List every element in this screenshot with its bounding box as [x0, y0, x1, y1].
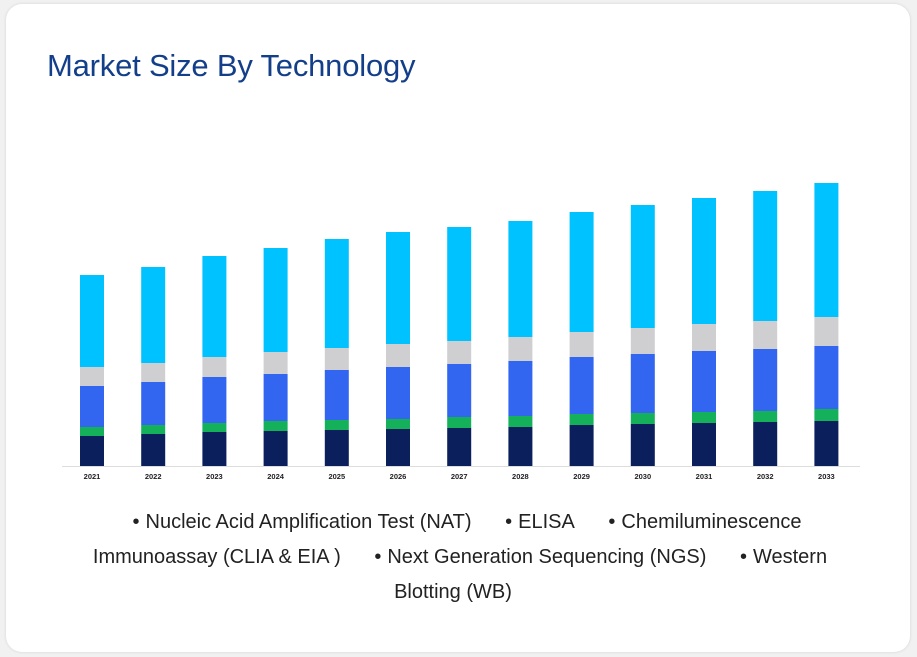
- bullet-icon: •: [739, 546, 747, 568]
- bar-segment-2030-1: [630, 413, 655, 424]
- bar-segment-2025-3: [324, 348, 349, 370]
- bar-segment-2021-3: [80, 367, 104, 386]
- bar-segment-2029-2: [569, 357, 594, 414]
- legend-label: Next Generation Sequencing (NGS): [387, 546, 707, 568]
- bar-segment-2033-3: [814, 317, 839, 346]
- bar-segment-2029-3: [569, 332, 594, 357]
- bar-segment-2031-2: [692, 351, 716, 412]
- x-tick-label: 2028: [512, 472, 529, 481]
- legend: • Nucleic Acid Amplification Test (NAT) •…: [60, 505, 860, 610]
- bullet-icon: •: [132, 511, 140, 533]
- legend-item: • ELISA: [505, 511, 575, 533]
- x-tick-label: 2029: [573, 472, 590, 481]
- bar-segment-2024-3: [263, 352, 288, 374]
- x-tick-labels: 2021 2022 2023 2024 2025 2026 2027 2028 2029 2030…: [84, 472, 835, 481]
- bar-segment-2027-2: [447, 364, 472, 417]
- bar-segment-2021-1: [80, 427, 104, 436]
- bar-segment-2026-0: [386, 429, 410, 466]
- bar-segment-2031-3: [692, 324, 716, 351]
- bar-segment-2022-4: [141, 267, 166, 363]
- bar-segment-2027-0: [447, 428, 472, 466]
- bar-segment-2021-4: [80, 275, 104, 367]
- bar-segment-2025-2: [324, 370, 349, 420]
- bar-segment-2024-0: [263, 431, 288, 466]
- chart-title: Market Size By Technology: [47, 48, 416, 83]
- bar-segment-2032-4: [753, 191, 778, 321]
- x-tick-label: 2024: [267, 472, 285, 481]
- bar-segment-2029-1: [569, 414, 594, 425]
- bar-segment-2033-2: [814, 346, 839, 409]
- legend-item: • Next Generation Sequencing (NGS): [374, 546, 706, 568]
- bar-segment-2031-4: [692, 198, 716, 324]
- bar-segment-2028-4: [508, 221, 533, 337]
- bar-segment-2032-2: [753, 349, 778, 411]
- bar-segment-2022-0: [141, 434, 166, 466]
- bar-segment-2032-3: [753, 321, 778, 349]
- bar-segment-2033-1: [814, 409, 839, 421]
- bar-segment-2030-4: [630, 205, 655, 328]
- bar-segment-2023-0: [202, 432, 227, 466]
- bar-segment-2025-0: [324, 430, 349, 466]
- bar-segment-2029-0: [569, 425, 594, 466]
- bar-group: [80, 183, 839, 466]
- bar-segment-2028-0: [508, 427, 533, 466]
- x-tick-label: 2026: [390, 472, 407, 481]
- bar-segment-2033-0: [814, 421, 839, 466]
- legend-label: Chemiluminescence Immunoassay (CLIA & EI…: [92, 511, 802, 568]
- bar-segment-2030-3: [630, 328, 655, 354]
- bar-segment-2022-3: [141, 363, 166, 382]
- bar-segment-2024-2: [263, 374, 288, 421]
- bar-segment-2021-2: [80, 386, 104, 427]
- bar-segment-2028-3: [508, 337, 533, 361]
- legend-item: • Nucleic Acid Amplification Test (NAT): [133, 511, 472, 533]
- bar-segment-2031-0: [692, 423, 716, 466]
- bar-segment-2024-4: [263, 248, 288, 352]
- bar-segment-2026-2: [386, 367, 410, 419]
- bar-segment-2022-2: [141, 382, 166, 425]
- bar-segment-2028-1: [508, 416, 533, 427]
- bar-segment-2025-4: [324, 239, 349, 348]
- bullet-icon: •: [608, 511, 616, 533]
- bar-segment-2024-1: [263, 421, 288, 431]
- bullet-icon: •: [374, 546, 382, 568]
- bar-segment-2023-1: [202, 423, 227, 432]
- x-tick-label: 2025: [328, 472, 345, 481]
- bar-segment-2026-3: [386, 344, 410, 367]
- bar-segment-2029-4: [569, 212, 594, 332]
- x-tick-label: 2023: [206, 472, 223, 481]
- bar-segment-2032-0: [753, 422, 778, 466]
- bar-segment-2023-3: [202, 357, 227, 377]
- x-tick-label: 2033: [818, 472, 835, 481]
- legend-item: • Chemiluminescence Immunoassay (CLIA & E…: [93, 511, 802, 568]
- legend-label: ELISA: [518, 511, 575, 533]
- bar-segment-2023-2: [202, 377, 227, 423]
- bar-segment-2026-1: [386, 419, 410, 429]
- bar-segment-2021-0: [80, 436, 104, 466]
- bar-segment-2033-4: [814, 183, 839, 317]
- legend-label: Western Blotting (WB): [394, 546, 828, 603]
- x-tick-label: 2030: [634, 472, 651, 481]
- x-tick-label: 2022: [145, 472, 162, 481]
- legend-item: • Western Blotting (WB): [394, 546, 827, 603]
- x-tick-label: 2021: [84, 472, 101, 481]
- bar-segment-2030-2: [630, 354, 655, 413]
- bar-segment-2030-0: [630, 424, 655, 466]
- x-tick-label: 2032: [757, 472, 774, 481]
- bar-segment-2025-1: [324, 420, 349, 430]
- bullet-icon: •: [505, 511, 513, 533]
- bar-segment-2027-1: [447, 417, 472, 428]
- bar-segment-2023-4: [202, 256, 227, 357]
- bar-segment-2031-1: [692, 412, 716, 423]
- legend-label: Nucleic Acid Amplification Test (NAT): [145, 511, 472, 533]
- bar-segment-2027-3: [447, 341, 472, 364]
- x-tick-label: 2027: [451, 472, 468, 481]
- bar-segment-2027-4: [447, 227, 472, 341]
- x-tick-label: 2031: [696, 472, 713, 481]
- bar-segment-2032-1: [753, 411, 778, 422]
- bar-segment-2022-1: [141, 425, 166, 434]
- bar-segment-2028-2: [508, 361, 533, 416]
- bar-segment-2026-4: [386, 232, 410, 344]
- bar-chart: 2021 2022 2023 2024 2025 2026 2027 2028 2029 2030…: [62, 183, 860, 481]
